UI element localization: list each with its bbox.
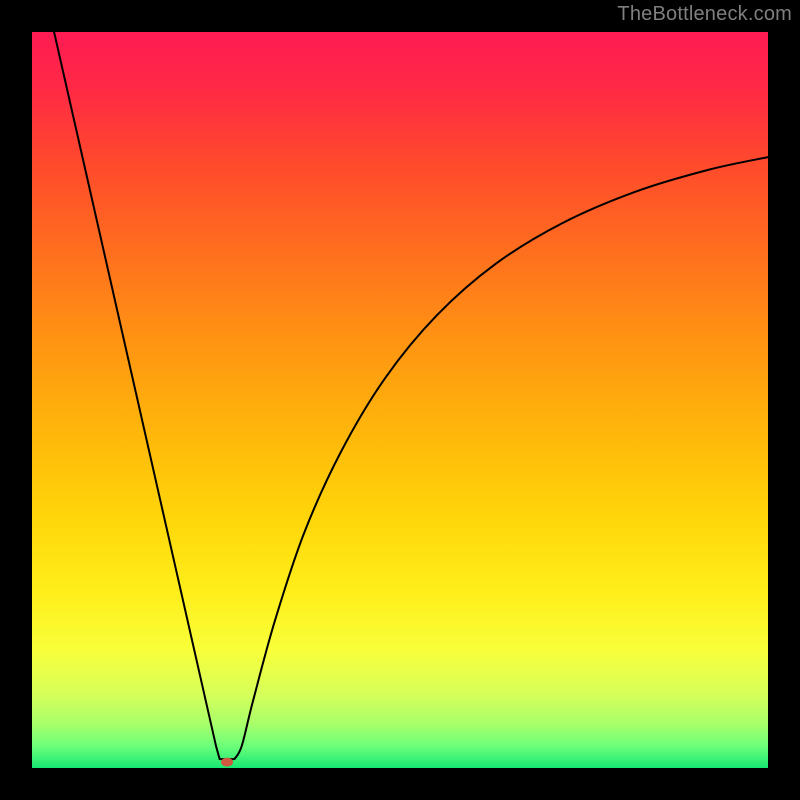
- bottleneck-chart-svg: [0, 0, 800, 800]
- chart-plot-area: [32, 32, 768, 768]
- watermark-label: TheBottleneck.com: [617, 3, 792, 26]
- minimum-marker: [221, 758, 233, 767]
- chart-stage: TheBottleneck.com: [0, 0, 800, 800]
